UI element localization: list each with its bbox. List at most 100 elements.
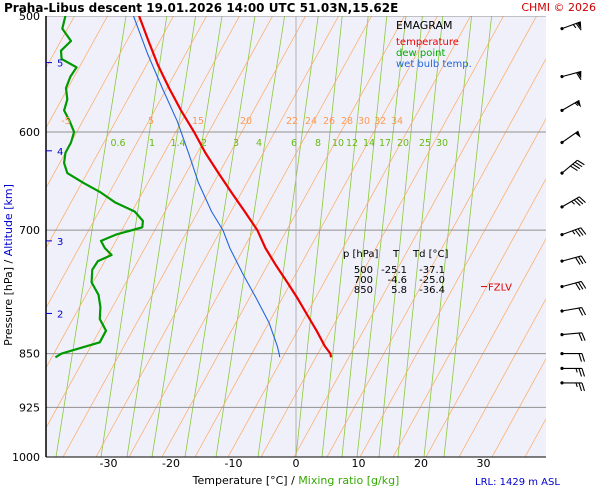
mixing-ratio-label: 6 [291, 138, 297, 149]
isotherm-line [62, 16, 306, 457]
table-cell: 500 [354, 265, 373, 276]
isotherm-line [293, 16, 537, 457]
isotherm-line [591, 16, 600, 457]
isotherm-line [194, 16, 438, 457]
x-axis-title: Temperature [°C] / Mixing ratio [g/kg] [192, 474, 400, 487]
mixing-ratio-label: 3 [233, 138, 239, 149]
mixing-ratio-label: 12 [346, 138, 358, 149]
y-axis-title: Pressure [hPa] / Altitude [km] [2, 184, 15, 346]
legend-wet-bulb: wet bulb temp. [396, 59, 472, 70]
pressure-tick-label: 500 [19, 10, 40, 23]
isotherm-line [425, 238, 546, 457]
mixing-ratio-label: 14 [363, 138, 375, 149]
mixing-ratio-line [397, 16, 444, 457]
mixing-ratio-line [55, 16, 127, 457]
altitude-tick-label: 2 [57, 309, 63, 320]
mixing-ratio-line [423, 16, 472, 457]
temperature-tick-label: -30 [100, 457, 118, 470]
mixing-ratio-line [151, 16, 223, 457]
mixing-ratio-label: 10 [332, 138, 344, 149]
mixing-ratio-line [126, 16, 196, 457]
legend-dew-point: dew point [396, 48, 445, 59]
temperature-tick-label: 30 [477, 457, 491, 470]
temperature-tick-label: 10 [352, 457, 366, 470]
pressure-tick-label: 700 [19, 224, 40, 237]
table-cell: 5.8 [391, 285, 407, 296]
mixing-ratio-label: 30 [436, 138, 448, 149]
legend: EMAGRAM temperature dew point wet bulb t… [396, 19, 472, 70]
table-header-td: Td [°C] [412, 249, 449, 260]
isotherm-line [558, 16, 600, 457]
isotherm-label: 28 [341, 116, 353, 127]
isotherm-label: 15 [192, 116, 204, 127]
mixing-ratio-label: 1.4 [170, 138, 185, 149]
profile-series [54, 16, 333, 359]
table-header-t: T [392, 249, 400, 260]
wind-barb [560, 352, 586, 362]
table-header-p: p [hPa] [343, 249, 378, 260]
isotherm-line [260, 16, 504, 457]
temperature-tick-label: 0 [293, 457, 300, 470]
fzlv-label: FZLV [488, 283, 512, 294]
series-temperature [138, 16, 333, 358]
mixing-ratio-line [443, 16, 492, 457]
isotherm-line [46, 16, 273, 429]
isotherm-line [458, 298, 546, 457]
mixing-ratio-label: 1 [149, 138, 155, 149]
wind-barb [560, 227, 587, 237]
chart-title: Praha-Libus descent 19.01.2026 14:00 UTC… [4, 1, 398, 15]
wind-barb [560, 280, 587, 291]
temperature-tick-labels: -30 -20 -10 0 10 20 30 [100, 457, 491, 470]
isotherm-label: 26 [323, 116, 335, 127]
isotherm-line [491, 358, 546, 457]
mixing-ratio-label: 17 [379, 138, 391, 149]
table-cell: -25.1 [381, 265, 407, 276]
wind-barb [560, 306, 587, 316]
table-cell: 850 [354, 285, 373, 296]
mixing-ratio-label: 20 [397, 138, 409, 149]
isotherm-line [46, 16, 240, 369]
series-dew-point [54, 16, 144, 359]
isotherm-label: 24 [305, 116, 317, 127]
wind-barb [560, 70, 582, 81]
table-cell: -36.4 [419, 285, 445, 296]
isotherm-label: 5 [148, 116, 154, 127]
isotherm-labels: -5 5 15 20 22 24 26 28 30 32 34 [61, 116, 403, 127]
wind-barb [560, 99, 582, 113]
wind-barb [560, 366, 586, 377]
mixing-ratio-label: 25 [419, 138, 431, 149]
altitude-tick-labels: 5 4 3 2 [46, 59, 63, 320]
data-table: p [hPa] T Td [°C] 500 -25.1 -37.1 700 -4… [343, 249, 449, 296]
altitude-tick-label: 5 [57, 59, 63, 70]
wind-barb [560, 130, 581, 145]
table-cell: -37.1 [419, 265, 445, 276]
table-cell: -25.0 [419, 275, 445, 286]
wind-barb [560, 21, 582, 31]
wind-barb [560, 255, 587, 265]
isotherm-line [46, 16, 141, 189]
temperature-tick-label: 20 [414, 457, 428, 470]
table-cell: 700 [354, 275, 373, 286]
mixing-ratio-line [321, 16, 369, 457]
mixing-ratio-line [100, 16, 168, 457]
temperature-tick-label: -20 [162, 457, 180, 470]
wind-barb [560, 196, 586, 209]
isotherm-line [392, 178, 546, 457]
freezing-level-marker: FZLV [481, 283, 512, 294]
pressure-tick-labels: 500 600 700 850 925 1000 [12, 10, 40, 464]
table-cell: -4.6 [387, 275, 407, 286]
legend-title: EMAGRAM [396, 19, 453, 32]
isotherm-label: 32 [374, 116, 386, 127]
legend-temperature: temperature [396, 37, 459, 48]
mixing-ratio-label: 2 [201, 138, 207, 149]
isotherm-line [46, 16, 207, 309]
wind-barb [560, 332, 586, 342]
isotherm-line [326, 58, 546, 457]
mixing-ratio-line [341, 16, 388, 457]
mixing-ratio-line [295, 16, 343, 457]
isotherm-label: 34 [391, 116, 403, 127]
pressure-tick-label: 925 [19, 401, 40, 414]
lrl-label: LRL: 1429 m ASL [475, 477, 560, 488]
isotherm-line [128, 16, 372, 457]
